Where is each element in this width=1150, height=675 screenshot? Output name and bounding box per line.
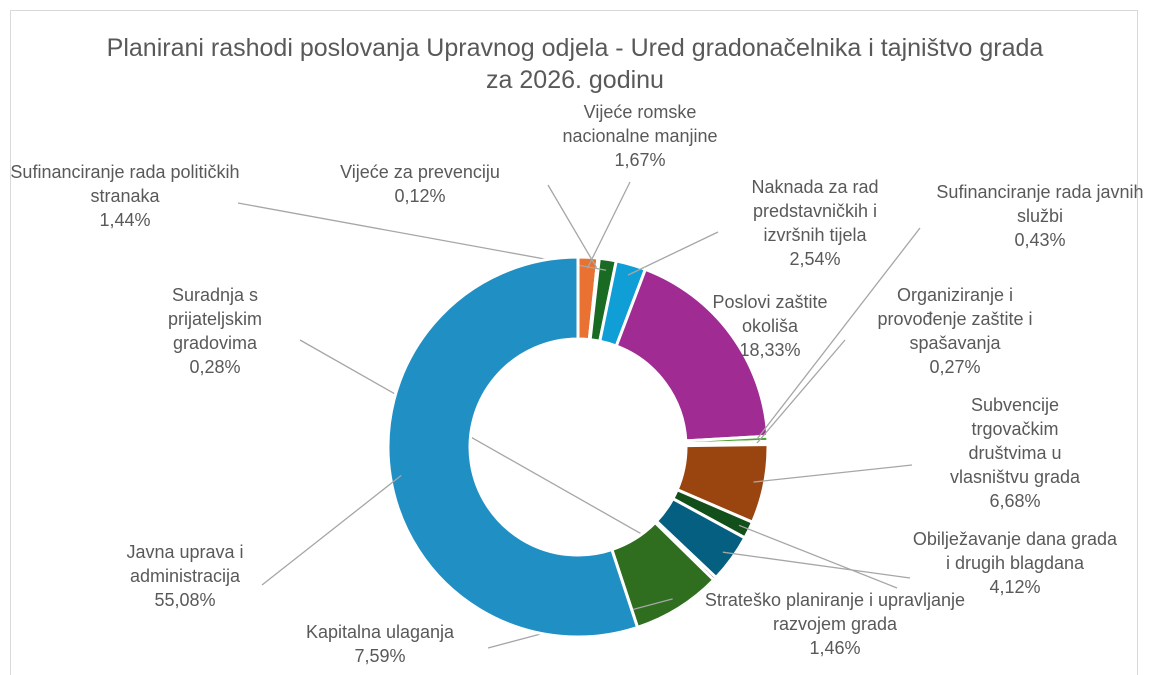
category-label: Kapitalna ulaganja (305, 622, 455, 642)
leader-line (627, 231, 719, 276)
value-label: 2,54% (789, 249, 841, 269)
category-label: Obilježavanje dana grada i drugih blagda… (912, 529, 1118, 573)
category-label: Vijeće za prevenciju (340, 162, 500, 182)
category-label: Sufinanciranje rada javnih službi (936, 182, 1144, 226)
category-label: Poslovi zaštite okoliša (712, 292, 828, 336)
data-label: Subvencije trgovačkim društvima u vlasni… (930, 393, 1100, 513)
data-label: Kapitalna ulaganja 7,59% (270, 620, 490, 668)
leader-line (299, 339, 708, 572)
leader-line (261, 474, 402, 586)
data-label: Sufinanciranje rada javnih službi 0,43% (930, 180, 1150, 252)
value-label: 1,46% (809, 638, 861, 658)
value-label: 0,12% (394, 186, 446, 206)
category-label: Strateško planiranje i upravljanje razvo… (704, 590, 966, 634)
data-label: Naknada za rad predstavničkih i izvršnih… (730, 175, 900, 271)
value-label: 18,33% (739, 340, 801, 360)
category-label: Organiziranje i provođenje zaštite i spa… (877, 285, 1033, 353)
category-label: Subvencije trgovačkim društvima u vlasni… (949, 395, 1081, 487)
leader-line (722, 551, 911, 579)
data-label: Suradnja s prijateljskim gradovima 0,28% (125, 283, 305, 379)
value-label: 1,44% (99, 210, 151, 230)
category-label: Naknada za rad predstavničkih i izvršnih… (751, 177, 879, 245)
data-label: Vijeće romske nacionalne manjine 1,67% (540, 100, 740, 172)
leader-line (547, 184, 598, 270)
leader-line (586, 181, 631, 269)
donut-segment (386, 255, 640, 639)
value-label: 0,27% (929, 357, 981, 377)
leader-line (738, 524, 898, 589)
value-label: 0,43% (1014, 230, 1066, 250)
value-label: 6,68% (989, 491, 1041, 511)
leader-line (756, 339, 846, 444)
value-label: 1,67% (614, 150, 666, 170)
value-label: 4,12% (989, 577, 1041, 597)
chart-frame (10, 10, 1138, 675)
data-label: Strateško planiranje i upravljanje razvo… (690, 588, 980, 660)
data-label: Organiziranje i provođenje zaštite i spa… (855, 283, 1055, 379)
category-label: Javna uprava i administracija (126, 542, 244, 586)
chart-title: Planirani rashodi poslovanja Upravnog od… (106, 34, 1044, 94)
category-label: Suradnja s prijateljskim gradovima (167, 285, 263, 353)
value-label: 55,08% (154, 590, 216, 610)
data-label: Javna uprava i administracija 55,08% (95, 540, 275, 612)
data-label: Obilježavanje dana grada i drugih blagda… (910, 527, 1120, 599)
value-label: 0,28% (189, 357, 241, 377)
leader-line (753, 464, 913, 483)
leader-line (756, 227, 921, 440)
data-label: Poslovi zaštite okoliša 18,33% (700, 290, 840, 362)
data-label: Sufinanciranje rada političkih stranaka 1… (5, 160, 245, 232)
data-label: Vijeće za prevenciju 0,12% (310, 160, 530, 208)
category-label: Vijeće romske nacionalne manjine (562, 102, 718, 146)
category-label: Sufinanciranje rada političkih stranaka (10, 162, 240, 206)
value-label: 7,59% (354, 646, 406, 666)
